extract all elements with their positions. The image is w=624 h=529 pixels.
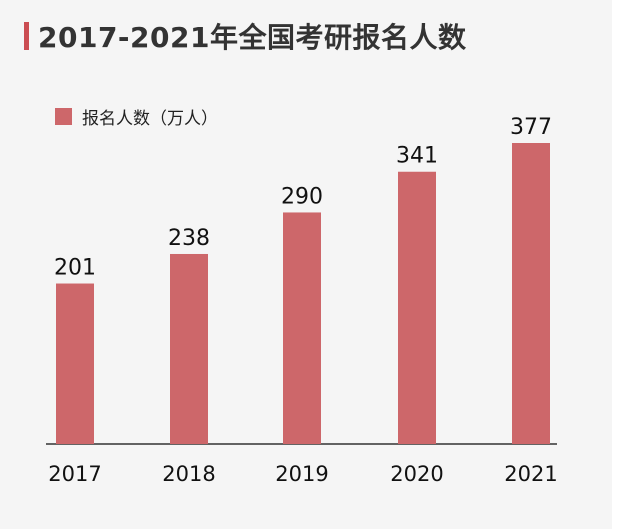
data-label-2019: 290 [281, 184, 323, 209]
title-accent-bar [24, 22, 29, 50]
legend-label: 报名人数（万人） [82, 109, 218, 129]
bar-2019 [283, 212, 321, 444]
bar-2017 [56, 283, 94, 444]
legend-swatch [55, 108, 72, 125]
data-label-2018: 238 [168, 226, 210, 251]
data-label-2021: 377 [510, 115, 552, 140]
x-tick-label-2021: 2021 [504, 462, 557, 486]
bar-2018 [170, 253, 208, 444]
bar-2020 [398, 171, 436, 444]
bar-2021 [512, 143, 550, 444]
x-tick-label-2018: 2018 [162, 462, 215, 486]
legend: 报名人数（万人） [55, 104, 218, 129]
chart-title: 2017-2021年全国考研报名人数 [38, 21, 467, 54]
x-tick-label-2020: 2020 [390, 462, 443, 486]
x-tick-label-2019: 2019 [275, 462, 328, 486]
data-label-2017: 201 [54, 256, 96, 281]
x-tick-label-2017: 2017 [48, 462, 101, 486]
data-label-2020: 341 [396, 144, 438, 169]
